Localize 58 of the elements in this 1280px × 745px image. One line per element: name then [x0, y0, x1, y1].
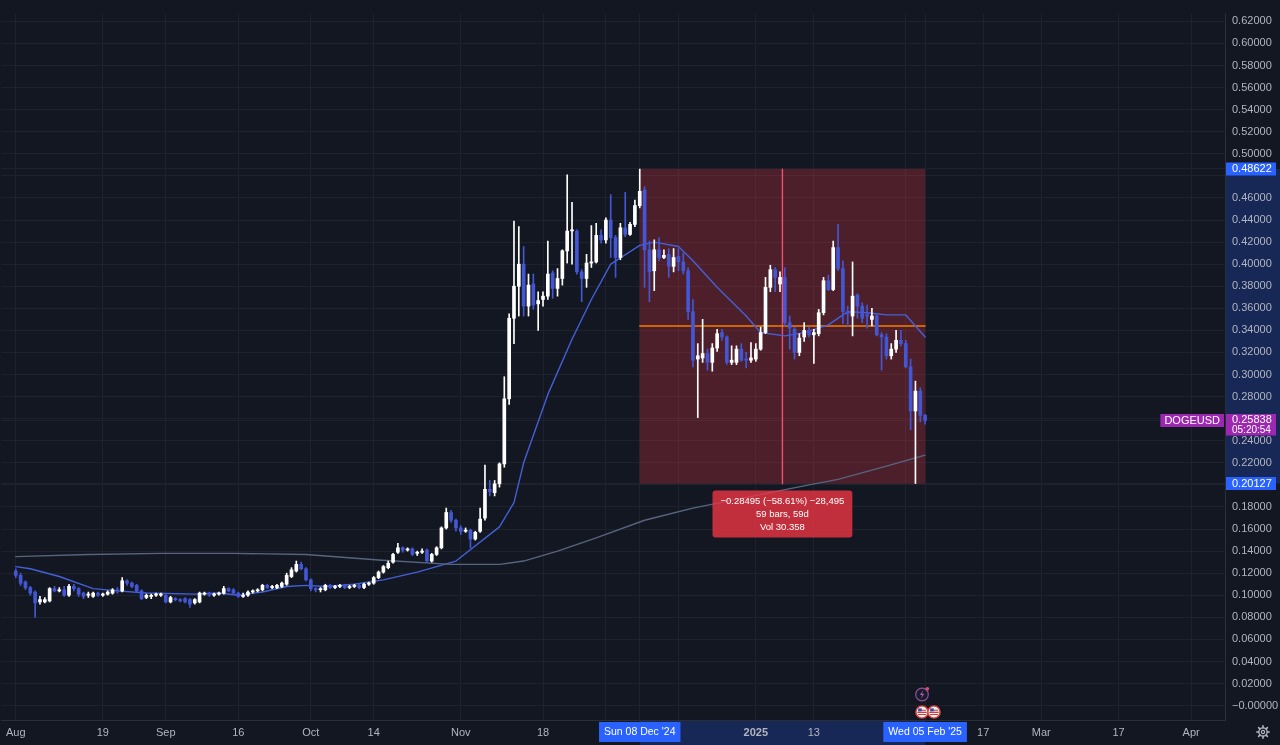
y-tick-label: 0.56000 — [1232, 80, 1272, 93]
y-tick-label: 0.12000 — [1232, 566, 1272, 579]
candlestick — [487, 480, 492, 497]
x-tick-label: Nov — [451, 725, 472, 738]
y-tick-label: 0.28000 — [1232, 389, 1272, 402]
x-tick-label: 18 — [536, 725, 550, 738]
x-tick-label: Aug — [6, 725, 26, 738]
y-tick-label: −0.00000 — [1232, 698, 1279, 711]
y-tick-label: 0.02000 — [1232, 676, 1272, 689]
x-tick-label: Mar — [1031, 725, 1051, 738]
x-tick-label: 16 — [232, 725, 245, 738]
y-tick-label: 0.46000 — [1232, 190, 1272, 203]
text: DOGEUSD — [1164, 414, 1221, 426]
y-tick-label: 0.40000 — [1232, 257, 1272, 270]
candlestick — [565, 174, 570, 264]
y-tick-label: 0.54000 — [1232, 102, 1272, 115]
x-tick-label: Apr — [1182, 725, 1201, 738]
x-tick-label: 17 — [1112, 725, 1125, 738]
y-tick-label: 0.22000 — [1232, 455, 1272, 468]
y-tick-label: 0.18000 — [1232, 500, 1272, 513]
candlestick — [623, 192, 628, 237]
y-tick-label: 0.50000 — [1232, 146, 1272, 159]
y-tick-label: 0.58000 — [1232, 58, 1272, 71]
text: 05:20:54 — [1232, 423, 1272, 435]
y-tick-label: 0.24000 — [1232, 433, 1272, 446]
candlestick — [536, 291, 540, 331]
y-tick-label: 0.30000 — [1232, 367, 1272, 380]
y-tick-label: 0.20127 — [1232, 476, 1272, 489]
y-tick-label: 0.38000 — [1232, 279, 1272, 292]
y-tick-label: 0.52000 — [1232, 124, 1272, 137]
candlestick — [579, 269, 584, 303]
y-tick-label: 0.42000 — [1232, 235, 1272, 248]
y-tick-label: 0.44000 — [1232, 213, 1272, 226]
y-tick-label: 0.25838 — [1232, 413, 1272, 426]
y-tick-label: 0.32000 — [1232, 345, 1272, 358]
y-tick-label: 0.10000 — [1232, 588, 1272, 601]
x-tick-label: 17 — [977, 725, 990, 738]
y-tick-label: 0.60000 — [1232, 36, 1272, 49]
x-tick-label: Oct — [302, 725, 320, 738]
x-tick-label: Sep — [155, 725, 176, 738]
x-tick-label: 2025 — [743, 725, 769, 738]
y-tick-label: 0.62000 — [1232, 14, 1272, 27]
x-tick-label: 14 — [367, 725, 380, 738]
y-tick-label: 0.48622 — [1232, 162, 1272, 175]
candlestick — [695, 343, 700, 418]
y-tick-label: 0.14000 — [1232, 544, 1272, 557]
x-tick-label: Wed 05 Feb '25 — [888, 725, 963, 738]
y-tick-label: 0.16000 — [1232, 522, 1272, 535]
y-tick-label: 0.08000 — [1232, 610, 1272, 623]
annotation: −0.28495 (−58.61%) −28,495 59 bars, 59d Vol 30.358 — [720, 494, 845, 532]
x-tick-label: 19 — [96, 725, 109, 738]
y-tick-label: 0.04000 — [1232, 654, 1272, 667]
candlestick — [870, 307, 874, 327]
x-tick-label: 13 — [807, 725, 820, 738]
y-tick-label: 0.06000 — [1232, 632, 1272, 645]
y-tick-label: 0.34000 — [1232, 323, 1272, 336]
y-tick-label: 0.36000 — [1232, 301, 1272, 314]
x-tick-label: Sun 08 Dec '24 — [604, 725, 676, 738]
